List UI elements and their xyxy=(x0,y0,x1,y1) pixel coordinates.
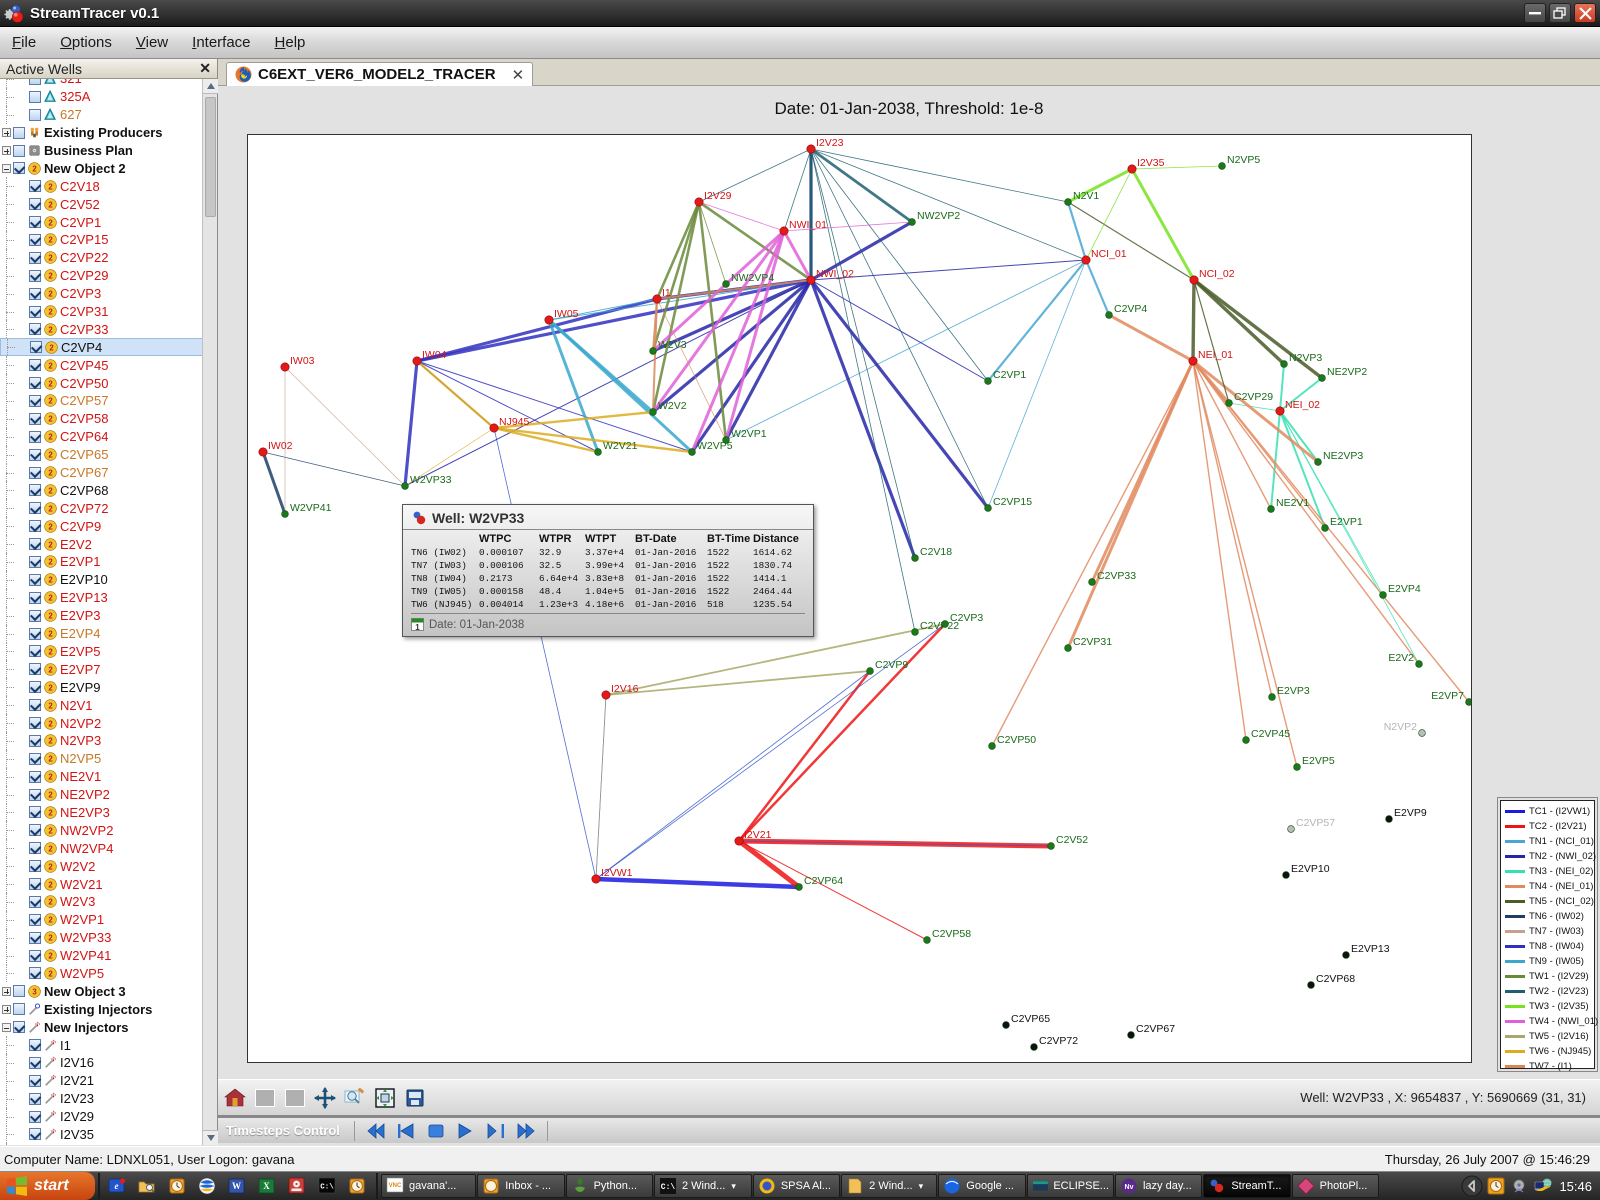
svg-text:NE2V1: NE2V1 xyxy=(1276,497,1309,509)
svg-text:E2VP10: E2VP10 xyxy=(1291,863,1330,875)
svg-text:C:\: C:\ xyxy=(320,1184,334,1192)
svg-text:e: e xyxy=(115,1181,119,1191)
svg-text:E2VP5: E2VP5 xyxy=(1302,755,1335,767)
svg-text:C2VP64: C2VP64 xyxy=(804,875,843,887)
svg-text:C2VP1: C2VP1 xyxy=(993,369,1026,381)
svg-text:C:\: C:\ xyxy=(661,1183,676,1192)
svg-text:NEI_01: NEI_01 xyxy=(1198,349,1233,361)
svg-text:VNC: VNC xyxy=(389,1183,402,1189)
svg-text:C2VP65: C2VP65 xyxy=(1011,1013,1050,1025)
svg-text:C2VP45: C2VP45 xyxy=(1251,728,1290,740)
svg-text:C2VP72: C2VP72 xyxy=(1039,1035,1078,1047)
svg-text:NW2VP4: NW2VP4 xyxy=(731,272,774,284)
svg-text:NEI_02: NEI_02 xyxy=(1285,399,1320,411)
svg-text:I2V21: I2V21 xyxy=(744,829,772,841)
svg-text:E2V2: E2V2 xyxy=(1388,652,1414,664)
svg-text:NWI_01: NWI_01 xyxy=(789,219,827,231)
svg-text:I2VW1: I2VW1 xyxy=(601,867,633,879)
svg-text:NE2VP3: NE2VP3 xyxy=(1323,450,1363,462)
svg-text:C2VP9: C2VP9 xyxy=(875,659,908,671)
svg-text:I1: I1 xyxy=(662,287,671,299)
svg-text:C2VP50: C2VP50 xyxy=(997,734,1036,746)
svg-text:C2VP4: C2VP4 xyxy=(1114,303,1147,315)
svg-text:C2V52: C2V52 xyxy=(1056,834,1088,846)
svg-text:I2V29: I2V29 xyxy=(704,190,732,202)
svg-text:NWI_02: NWI_02 xyxy=(816,268,854,280)
svg-text:E2VP9: E2VP9 xyxy=(1394,807,1427,819)
svg-text:IW05: IW05 xyxy=(554,308,579,320)
svg-text:NCI_01: NCI_01 xyxy=(1091,248,1127,260)
svg-text:N2VP3: N2VP3 xyxy=(1289,352,1322,364)
svg-text:W2VP33: W2VP33 xyxy=(410,474,452,486)
svg-text:X: X xyxy=(263,1181,270,1191)
svg-text:E2VP7: E2VP7 xyxy=(1431,690,1464,702)
svg-text:C2VP33: C2VP33 xyxy=(1097,570,1136,582)
svg-text:N2VP5: N2VP5 xyxy=(1227,154,1260,166)
svg-text:N2VP2: N2VP2 xyxy=(1384,721,1417,733)
svg-text:E2VP1: E2VP1 xyxy=(1330,516,1363,528)
svg-text:C2VP67: C2VP67 xyxy=(1136,1023,1175,1035)
svg-text:1: 1 xyxy=(415,623,420,631)
svg-text:C2VP29: C2VP29 xyxy=(1234,391,1273,403)
svg-text:IW02: IW02 xyxy=(268,440,293,452)
svg-text:NCI_02: NCI_02 xyxy=(1199,268,1235,280)
svg-text:C2VP3: C2VP3 xyxy=(950,612,983,624)
svg-text:IW04: IW04 xyxy=(422,349,447,361)
svg-text:C2VP68: C2VP68 xyxy=(1316,973,1355,985)
svg-text:W2VP1: W2VP1 xyxy=(731,428,767,440)
svg-text:E2VP4: E2VP4 xyxy=(1388,583,1421,595)
svg-text:E2VP3: E2VP3 xyxy=(1277,685,1310,697)
svg-text:I2V16: I2V16 xyxy=(611,683,639,695)
svg-text:NJ945: NJ945 xyxy=(499,416,530,428)
svg-text:NW2VP2: NW2VP2 xyxy=(917,210,960,222)
svg-text:C2VP15: C2VP15 xyxy=(993,496,1032,508)
svg-text:W2V21: W2V21 xyxy=(603,440,638,452)
svg-text:Nv: Nv xyxy=(1125,1184,1134,1191)
svg-text:C2VP57: C2VP57 xyxy=(1296,817,1335,829)
svg-text:C2V18: C2V18 xyxy=(920,546,952,558)
svg-text:N2V1: N2V1 xyxy=(1073,190,1099,202)
svg-text:W2VP41: W2VP41 xyxy=(290,502,332,514)
svg-text:W: W xyxy=(232,1181,241,1191)
svg-text:C2VP58: C2VP58 xyxy=(932,928,971,940)
svg-text:E2VP13: E2VP13 xyxy=(1351,943,1390,955)
svg-text:W2V2: W2V2 xyxy=(658,400,687,412)
svg-text:NE2VP2: NE2VP2 xyxy=(1327,366,1367,378)
svg-text:IW03: IW03 xyxy=(290,355,315,367)
svg-text:I2V35: I2V35 xyxy=(1137,157,1165,169)
svg-text:C2VP31: C2VP31 xyxy=(1073,636,1112,648)
svg-text:I2V23: I2V23 xyxy=(816,137,844,149)
svg-text:W2V3: W2V3 xyxy=(658,339,687,351)
